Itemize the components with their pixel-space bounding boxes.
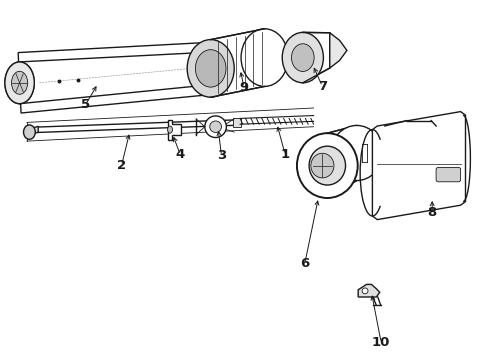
Ellipse shape	[282, 32, 323, 83]
Polygon shape	[18, 42, 212, 113]
Text: 3: 3	[217, 149, 226, 162]
Polygon shape	[372, 112, 465, 220]
Ellipse shape	[199, 52, 222, 85]
Ellipse shape	[331, 125, 383, 180]
Text: 10: 10	[372, 336, 391, 349]
Ellipse shape	[196, 50, 226, 87]
Ellipse shape	[309, 146, 345, 185]
Ellipse shape	[5, 62, 34, 104]
Text: 5: 5	[81, 98, 90, 111]
Polygon shape	[330, 33, 347, 68]
Ellipse shape	[292, 44, 314, 72]
Text: 9: 9	[240, 81, 248, 94]
Ellipse shape	[24, 125, 35, 139]
Polygon shape	[358, 284, 380, 297]
Text: 2: 2	[117, 159, 126, 172]
Text: 8: 8	[428, 206, 437, 219]
Polygon shape	[29, 126, 38, 135]
Ellipse shape	[187, 40, 234, 97]
Polygon shape	[327, 125, 357, 198]
Ellipse shape	[210, 121, 221, 132]
Polygon shape	[303, 32, 330, 83]
Ellipse shape	[241, 29, 288, 86]
Polygon shape	[211, 29, 265, 97]
Ellipse shape	[205, 116, 226, 138]
Polygon shape	[37, 120, 235, 132]
Ellipse shape	[11, 71, 27, 94]
Polygon shape	[233, 118, 241, 127]
Ellipse shape	[311, 153, 334, 178]
Polygon shape	[168, 120, 181, 140]
Ellipse shape	[11, 71, 27, 94]
FancyBboxPatch shape	[436, 167, 461, 182]
Text: 1: 1	[281, 148, 290, 161]
Text: 4: 4	[176, 148, 185, 161]
Ellipse shape	[297, 133, 358, 198]
Ellipse shape	[362, 288, 368, 294]
Text: 7: 7	[318, 80, 327, 93]
Ellipse shape	[5, 62, 34, 104]
Text: 6: 6	[300, 257, 309, 270]
Ellipse shape	[168, 126, 172, 133]
